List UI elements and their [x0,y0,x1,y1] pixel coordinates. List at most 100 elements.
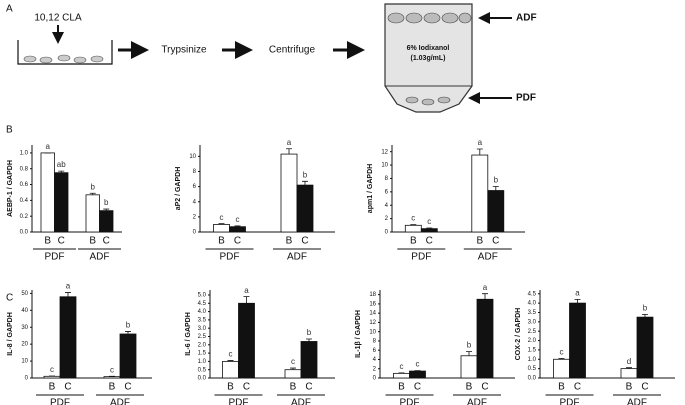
error-bar [89,192,96,195]
bar-label: C [641,382,648,393]
error-bar [410,224,417,226]
bar [119,333,137,379]
significance-letter: c [110,365,114,374]
cells [387,12,472,106]
bar [43,375,61,379]
bar-label: B [410,236,417,247]
cells [23,54,104,64]
significance-letter: b [91,182,96,191]
tube [384,3,473,113]
bar-label: B [109,382,116,393]
bar-label: C [414,382,421,393]
significance-letter: a [478,138,483,147]
y-tick-label: 6 [373,348,377,354]
y-tick-label: 18 [369,292,376,298]
bar [99,210,114,233]
y-tick-label: 12 [381,149,388,155]
y-tick-label: 2.0 [528,338,537,344]
y-tick-label: 3.0 [198,326,207,332]
bar [222,360,239,379]
error-bar [218,223,225,225]
panel-a: 10,12 CLA Trypsinize Centrifuge 6% Iodix… [17,3,537,113]
y-tick-label: 8 [193,169,197,175]
error-bar [302,180,308,186]
group-label: PDF [45,252,65,263]
group-label: ADF [478,252,498,263]
y-tick-label: 12 [369,320,376,326]
y-tick-label: 20 [21,342,28,348]
error-bar [290,367,296,370]
group-label: PDF [560,398,580,405]
bar-label: B [476,236,483,247]
bar [85,194,100,233]
y-tick-label: 10 [189,154,196,160]
y-tick-label: 3.5 [528,310,537,316]
step: Trypsinize [161,45,207,56]
bar-label: B [49,382,56,393]
panel-label: C [6,293,13,304]
significance-letter: b [494,176,499,185]
bar [487,190,505,233]
bar-label: C [58,236,65,247]
panel-label: B [6,125,13,136]
y-axis-label: IL-8 / GAPDH [7,312,14,356]
y-tick-label: 0 [25,376,29,382]
y-tick-label: 5.0 [198,293,207,299]
significance-letter: c [416,360,420,369]
error-bar [558,357,565,360]
y-tick-label: 16 [369,301,376,307]
bar-label: B [626,382,633,393]
bar [40,152,55,233]
panel-label: A [6,4,13,15]
bar-label: C [124,382,131,393]
dish [17,40,113,65]
group-label: ADF [110,398,130,405]
error-bar [103,208,110,211]
y-tick-label: 2 [373,366,377,372]
y-tick-label: 8 [373,339,377,345]
bar [229,226,246,233]
error-bar [243,296,250,304]
error-bar [58,170,65,173]
y-tick-label: 4.5 [528,291,537,297]
y-tick-label: 10 [21,359,28,365]
error-bar [626,367,632,369]
error-bar [642,313,648,318]
bar [393,372,410,379]
bar [54,172,69,233]
significance-letter: a [244,286,249,295]
medium: 6% Iodixanol [407,45,450,52]
significance-letter: c [291,357,295,366]
error-bar [227,360,234,362]
y-tick-label: 6 [193,184,197,190]
bar-label: B [227,382,234,393]
bar [636,316,654,379]
bar-label: C [103,236,110,247]
bar-label: C [234,236,241,247]
significance-letter: b [126,321,131,330]
group-label: ADF [90,252,110,263]
error-bar [466,351,472,356]
error-bar [306,338,312,342]
y-tick-label: 10 [381,163,388,169]
y-tick-label: 1.5 [198,351,207,357]
y-tick-label: 0 [193,230,197,236]
bar-label: B [44,236,51,247]
y-tick-label: 2.5 [198,334,207,340]
bar [103,376,121,379]
significance-letter: c [229,350,233,359]
bar [404,224,422,233]
significance-letter: c [560,347,564,356]
y-axis-label: apm1 / GAPDH [367,164,374,213]
bar [476,298,494,379]
significance-letter: d [627,357,631,366]
bar [59,296,77,379]
significance-letter: a [287,138,292,147]
bar [460,355,478,379]
y-tick-label: 0 [385,230,389,236]
y-axis-label: IL-1β / GAPDH [355,310,362,358]
bar-label: C [301,236,308,247]
y-tick-label: 0.0 [198,376,207,382]
y-tick-label: 2.0 [198,342,207,348]
significance-letter: b [104,198,109,207]
